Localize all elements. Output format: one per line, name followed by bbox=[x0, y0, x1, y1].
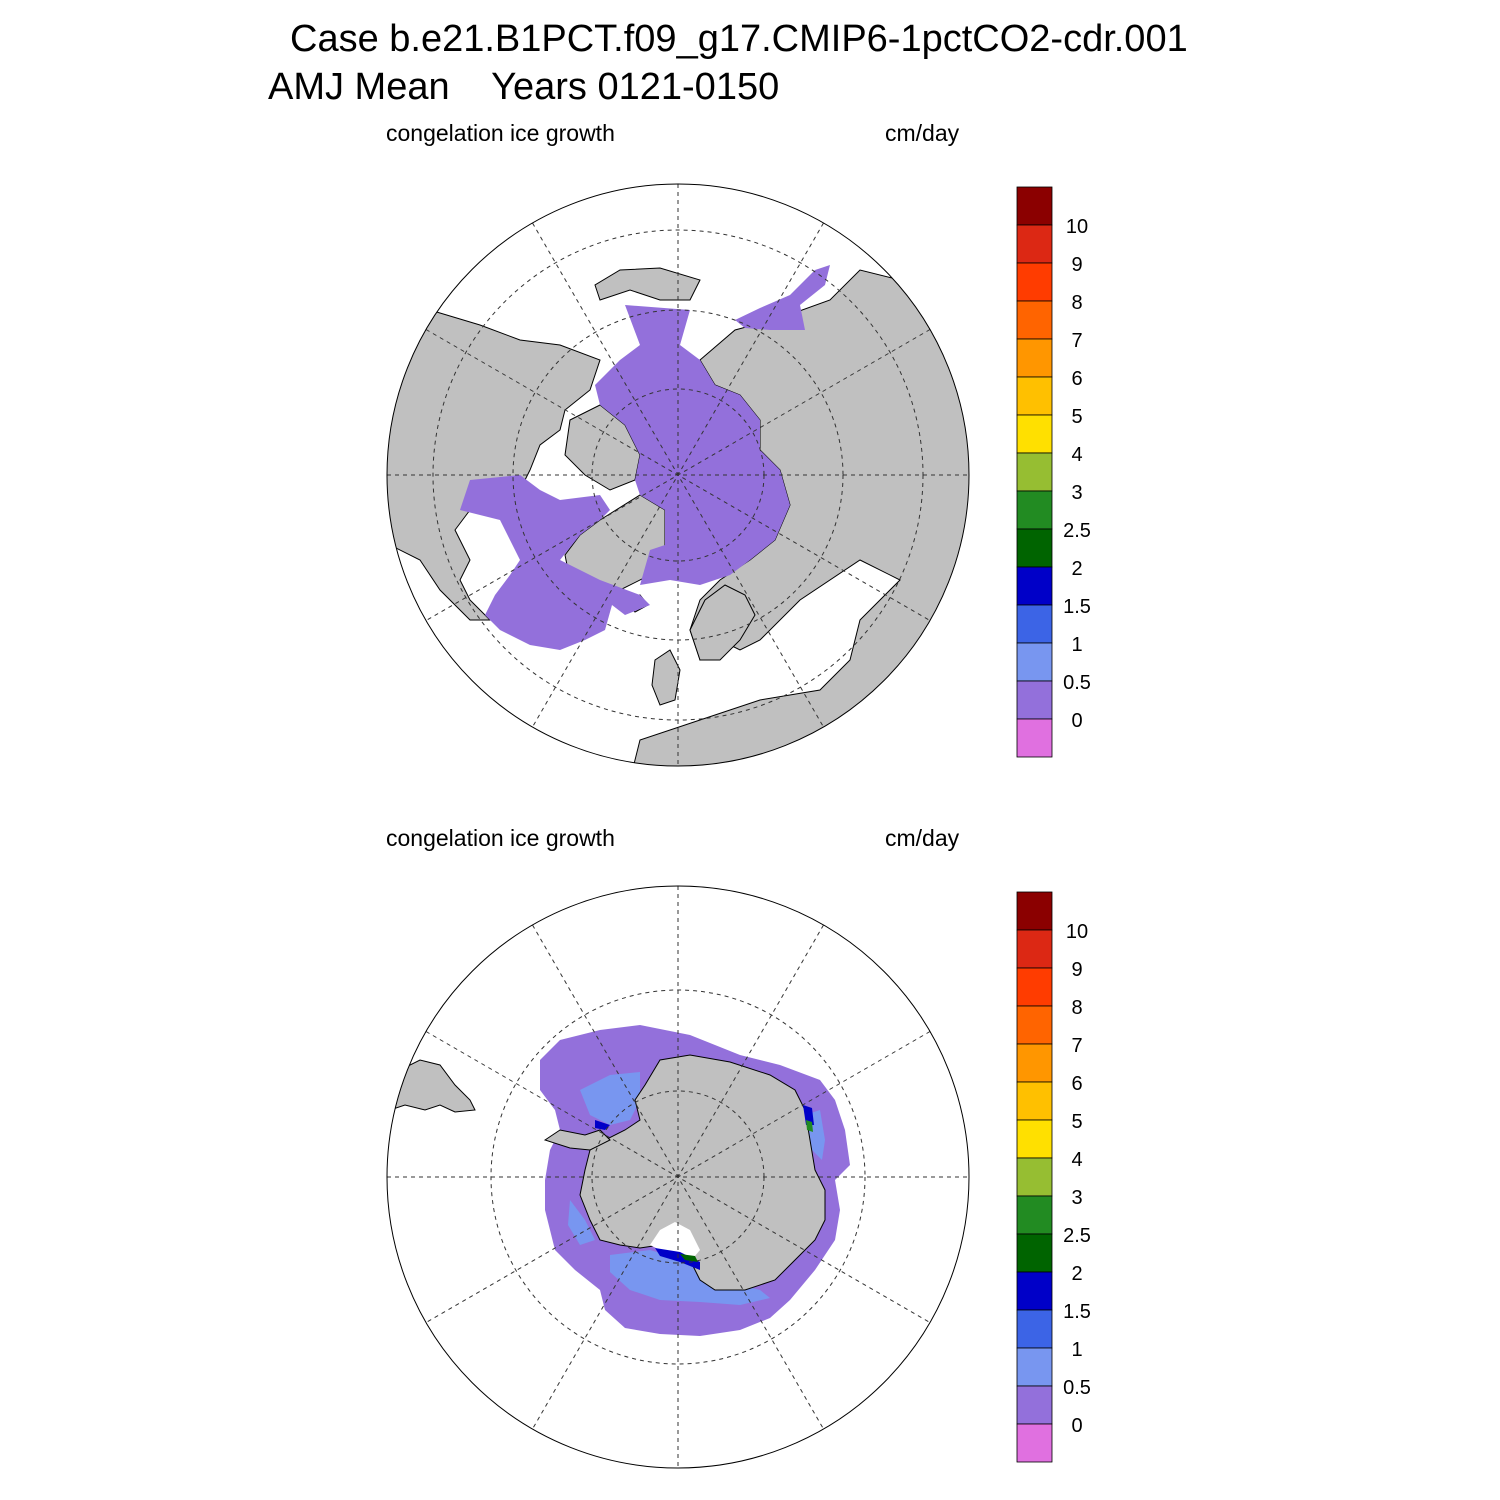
north-land-britain bbox=[651, 649, 681, 706]
north-land-scandinavia bbox=[689, 584, 756, 661]
south-colorbar-swatch bbox=[1016, 1157, 1053, 1197]
north-variable-label: congelation ice growth bbox=[386, 120, 615, 146]
north-colorbar-swatch bbox=[1016, 490, 1053, 530]
north-colorbar-swatch bbox=[1016, 300, 1053, 340]
south-ice-weddell-darkblue bbox=[595, 1120, 610, 1130]
north-colorbar-swatch bbox=[1016, 224, 1053, 264]
north-colorbar-tick-label: 5 bbox=[1071, 406, 1082, 428]
figure-title-case: Case b.e21.B1PCT.f09_g17.CMIP6-1pctCO2-c… bbox=[290, 18, 1188, 60]
north-colorbar-swatch bbox=[1016, 262, 1053, 302]
south-colorbar-swatch bbox=[1016, 1043, 1053, 1083]
south-colorbar-tick-label: 9 bbox=[1071, 959, 1082, 981]
south-colorbar: 10 9 8 7 6 5 4 3 2.5 2 1.5 1 0.5 0 bbox=[1016, 891, 1091, 1463]
south-ice-ross-lightblue bbox=[610, 1250, 770, 1305]
north-ice-labrador bbox=[485, 560, 650, 650]
south-colorbar-tick-label: 1 bbox=[1071, 1339, 1082, 1361]
north-ice-arctic-ocean bbox=[595, 305, 790, 585]
north-colorbar-swatch bbox=[1016, 604, 1053, 644]
north-colorbar-swatch bbox=[1016, 376, 1053, 416]
south-colorbar-swatch bbox=[1016, 1385, 1053, 1425]
south-land-antarctic-peninsula bbox=[543, 1129, 611, 1151]
south-ice-east-darkblue bbox=[803, 1105, 814, 1125]
north-polar-map bbox=[386, 183, 970, 767]
south-colorbar-tick-label: 8 bbox=[1071, 997, 1082, 1019]
south-colorbar-tick-label: 4 bbox=[1071, 1149, 1082, 1171]
south-colorbar-tick-label: 0.5 bbox=[1063, 1377, 1091, 1399]
north-colorbar-tick-label: 3 bbox=[1071, 482, 1082, 504]
south-colorbar-swatch bbox=[1016, 929, 1053, 969]
south-colorbar-swatch bbox=[1016, 1081, 1053, 1121]
south-colorbar-tick-label: 2.5 bbox=[1063, 1225, 1091, 1247]
north-colorbar-tick-label: 7 bbox=[1071, 330, 1082, 352]
north-colorbar-swatch bbox=[1016, 642, 1053, 682]
north-colorbar-tick-label: 4 bbox=[1071, 444, 1082, 466]
south-ross-ice-shelf bbox=[650, 1222, 700, 1262]
north-colorbar-swatch bbox=[1016, 452, 1053, 492]
south-colorbar-swatch bbox=[1016, 1271, 1053, 1311]
north-colorbar-tick-label: 9 bbox=[1071, 254, 1082, 276]
south-colorbar-swatch bbox=[1016, 1347, 1053, 1387]
north-colorbar-swatch bbox=[1016, 186, 1053, 226]
south-ice-east-green bbox=[806, 1120, 813, 1132]
north-colorbar-tick-label: 10 bbox=[1066, 216, 1088, 238]
south-colorbar-swatch bbox=[1016, 967, 1053, 1007]
north-colorbar-tick-label: 0.5 bbox=[1063, 672, 1091, 694]
north-colorbar-tick-label: 6 bbox=[1071, 368, 1082, 390]
figure-title-period: AMJ Mean Years 0121-0150 bbox=[268, 66, 780, 108]
north-colorbar-swatch bbox=[1016, 680, 1053, 720]
north-colorbar-tick-label: 2.5 bbox=[1063, 520, 1091, 542]
south-units-label: cm/day bbox=[885, 825, 960, 851]
north-colorbar-swatch bbox=[1016, 718, 1053, 758]
south-colorbar-tick-label: 3 bbox=[1071, 1187, 1082, 1209]
north-colorbar-tick-label: 2 bbox=[1071, 558, 1082, 580]
south-colorbar-swatch bbox=[1016, 1309, 1053, 1349]
north-colorbar-tick-label: 8 bbox=[1071, 292, 1082, 314]
north-ice-okhotsk bbox=[735, 265, 830, 330]
north-land-alaska bbox=[594, 267, 701, 301]
south-colorbar-swatch bbox=[1016, 1233, 1053, 1273]
north-units-label: cm/day bbox=[885, 120, 960, 146]
south-colorbar-swatch bbox=[1016, 1423, 1053, 1463]
north-colorbar-tick-label: 1 bbox=[1071, 634, 1082, 656]
south-colorbar-swatch bbox=[1016, 1005, 1053, 1045]
north-colorbar-swatch bbox=[1016, 414, 1053, 454]
north-colorbar-swatch bbox=[1016, 566, 1053, 606]
south-colorbar-tick-label: 1.5 bbox=[1063, 1301, 1091, 1323]
north-colorbar-tick-label: 1.5 bbox=[1063, 596, 1091, 618]
south-colorbar-swatch bbox=[1016, 1195, 1053, 1235]
south-colorbar-tick-label: 2 bbox=[1071, 1263, 1082, 1285]
south-colorbar-tick-label: 6 bbox=[1071, 1073, 1082, 1095]
south-colorbar-tick-label: 10 bbox=[1066, 921, 1088, 943]
south-colorbar-tick-label: 5 bbox=[1071, 1111, 1082, 1133]
south-ice-west-lightblue bbox=[568, 1200, 595, 1245]
south-graticule bbox=[387, 886, 969, 1468]
south-variable-label: congelation ice growth bbox=[386, 825, 615, 851]
north-colorbar-tick-label: 0 bbox=[1071, 710, 1082, 732]
south-colorbar-swatch bbox=[1016, 891, 1053, 931]
north-ice-hudson-baffin bbox=[460, 475, 610, 575]
south-ice-ross-green bbox=[680, 1254, 698, 1262]
north-colorbar-swatch bbox=[1016, 338, 1053, 378]
south-ice-ross-darkblue bbox=[655, 1248, 700, 1270]
south-polar-map bbox=[386, 885, 970, 1469]
north-graticule bbox=[387, 184, 969, 766]
south-colorbar-tick-label: 0 bbox=[1071, 1415, 1082, 1437]
south-colorbar-tick-label: 7 bbox=[1071, 1035, 1082, 1057]
north-colorbar-swatch bbox=[1016, 528, 1053, 568]
south-land-south-america bbox=[387, 1059, 476, 1113]
north-colorbar: 10 9 8 7 6 5 4 3 2.5 2 1.5 1 0.5 0 bbox=[1016, 186, 1091, 758]
south-colorbar-swatch bbox=[1016, 1119, 1053, 1159]
